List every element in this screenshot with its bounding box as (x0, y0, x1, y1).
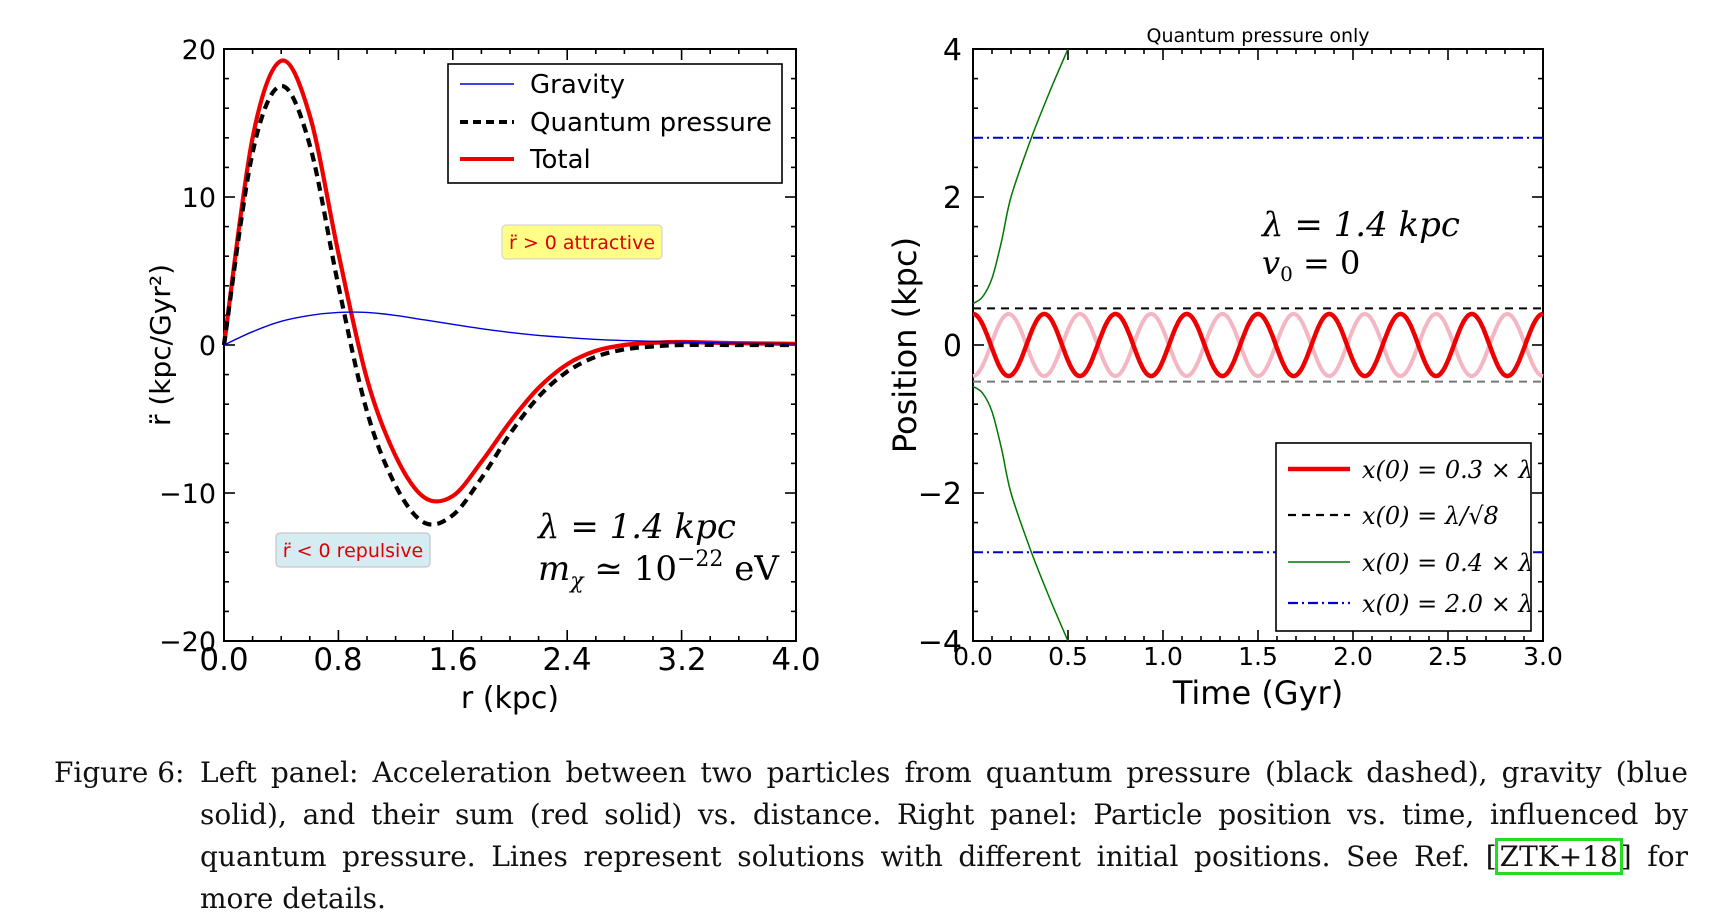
right-xtick-label: 1.0 (1143, 642, 1183, 671)
right-xtick-label: 2.5 (1428, 642, 1468, 671)
mass-exponent: −22 (677, 547, 723, 572)
series-line-gravity (223, 311, 797, 346)
left-xtick-label: 4.0 (771, 642, 820, 678)
left-xtick-label: 1.6 (428, 642, 477, 678)
left-xtick-label: 0.8 (313, 642, 362, 678)
legend-label-x04: x(0) = 0.4 × λ (1362, 549, 1534, 577)
attractive-label-text: r̈ > 0 attractive (509, 232, 655, 254)
legend-label-x20: x(0) = 2.0 × λ (1362, 590, 1534, 618)
left-xtick-label: 2.4 (542, 642, 591, 678)
series-line-x03 (972, 311, 1544, 379)
right-panel-title: Quantum pressure only (1146, 25, 1369, 47)
right-ytick-label: 4 (943, 33, 962, 68)
mass-subscript: χ (568, 569, 585, 594)
mass-unit: eV (723, 549, 780, 589)
right-xtick-label: 0.5 (1048, 642, 1088, 671)
series-line-total (221, 58, 797, 504)
v0-subscript: 0 (1280, 262, 1293, 286)
left-xtick-labels: 0.0 0.8 1.6 2.4 3.2 4.0 (199, 642, 820, 678)
right-xtick-labels: 0.0 0.5 1.0 1.5 2.0 2.5 3.0 (953, 642, 1563, 671)
v0-annotation: v0 = 0 (1262, 244, 1360, 286)
left-panel: 0.0 0.8 1.6 2.4 3.2 4.0 20 10 0 −10 −20 … (144, 35, 821, 716)
series-line-x03-mirror (972, 311, 1544, 379)
mass-annotation: mχ ≃ 10−22 eV (538, 547, 780, 594)
citation-open-bracket: [ (1485, 840, 1497, 873)
figure-plots: 0.0 0.8 1.6 2.4 3.2 4.0 20 10 0 −10 −20 … (144, 25, 1563, 716)
mass-symbol: m (538, 549, 570, 589)
left-ytick-label: 10 (182, 183, 216, 214)
right-ytick-labels: 4 2 0 −2 −4 (918, 33, 962, 660)
legend-label-x03: x(0) = 0.3 × λ (1362, 456, 1534, 484)
right-x-axis-label: Time (Gyr) (1172, 674, 1343, 712)
legend-label-total: Total (529, 145, 591, 175)
caption-body: Left panel: Acceleration between two par… (200, 756, 1688, 873)
citation-close-bracket: ] (1620, 840, 1632, 873)
legend-label-x-sqrt8: x(0) = λ/√8 (1362, 502, 1499, 530)
right-ticks (972, 48, 1544, 642)
caption-label: Figure 6: (54, 756, 185, 789)
legend-label-gravity: Gravity (530, 70, 625, 100)
left-ytick-label: −10 (159, 479, 216, 510)
left-lambda-annotation: λ = 1.4 kpc (536, 507, 736, 547)
right-ytick-label: 0 (943, 329, 962, 364)
right-legend: x(0) = 0.3 × λ x(0) = λ/√8 x(0) = 0.4 × … (1275, 442, 1534, 632)
left-ytick-labels: 20 10 0 −10 −20 (159, 35, 216, 658)
series-line-quantum-pressure (221, 83, 796, 527)
right-xtick-label: 2.0 (1333, 642, 1373, 671)
repulsive-label-box (275, 532, 431, 568)
right-xtick-label: 0.0 (953, 642, 993, 671)
right-y-axis-label: Position (kpc) (886, 237, 924, 453)
right-xtick-label: 3.0 (1523, 642, 1563, 671)
left-ytick-label: 0 (199, 331, 216, 362)
right-ytick-label: −4 (918, 625, 962, 660)
caption-text: Left panel: Acceleration between two par… (200, 752, 1688, 920)
caption-tail: for more details. (200, 840, 1688, 915)
right-panel: Quantum pressure only 0.0 0.5 1.0 1.5 2.… (886, 25, 1563, 712)
right-xtick-label: 1.5 (1238, 642, 1278, 671)
left-xtick-label: 3.2 (657, 642, 706, 678)
citation-link[interactable]: ZTK+18 (1494, 838, 1623, 875)
repulsive-label: r̈ < 0 repulsive (275, 532, 431, 568)
legend-box (1275, 442, 1532, 632)
left-lines (221, 58, 797, 527)
left-legend: Gravity Quantum pressure Total (447, 63, 783, 184)
figure-caption: Figure 6: Left panel: Acceleration betwee… (54, 752, 1694, 920)
right-ytick-label: −2 (918, 477, 962, 512)
left-y-axis-label: r̈ (kpc/Gyr²) (144, 264, 177, 426)
left-ytick-label: 20 (182, 35, 216, 66)
left-xtick-label: 0.0 (199, 642, 248, 678)
v0-value: = 0 (1293, 244, 1361, 282)
attractive-label-box (501, 224, 663, 260)
mass-relation: ≃ 10 (584, 549, 677, 589)
left-ytick-label: −20 (159, 627, 216, 658)
legend-label-quantum: Quantum pressure (530, 108, 772, 138)
left-x-axis-label: r (kpc) (461, 681, 559, 716)
v0-symbol: v (1262, 244, 1280, 282)
series-line-x04 (972, 48, 1069, 305)
left-ticks (223, 48, 797, 642)
series-line-x04 (972, 385, 1069, 642)
right-lambda-annotation: λ = 1.4 kpc (1260, 205, 1460, 245)
attractive-label: r̈ > 0 attractive (501, 224, 663, 260)
right-ytick-label: 2 (943, 181, 962, 216)
repulsive-label-text: r̈ < 0 repulsive (283, 540, 424, 562)
